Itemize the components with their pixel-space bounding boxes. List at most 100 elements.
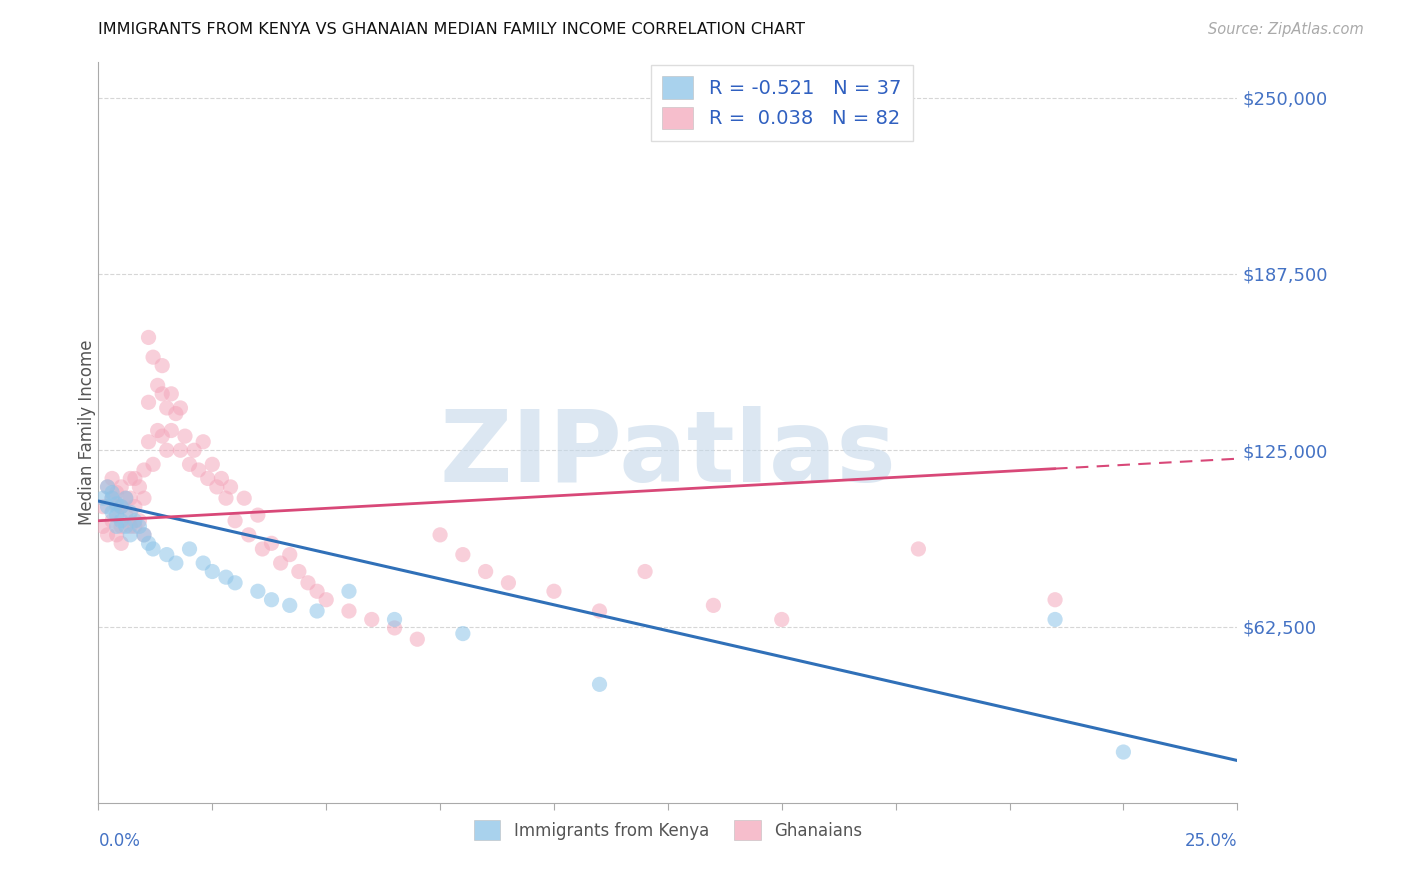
- Point: [201, 458, 224, 472]
- Point: [120, 528, 142, 542]
- Point: [110, 514, 132, 528]
- Point: [179, 541, 201, 556]
- Point: [124, 519, 146, 533]
- Point: [150, 387, 173, 401]
- Point: [307, 604, 329, 618]
- Point: [110, 500, 132, 514]
- Point: [114, 508, 136, 522]
- Text: ZIPatlas: ZIPatlas: [440, 407, 896, 503]
- Point: [105, 508, 128, 522]
- Point: [201, 565, 224, 579]
- Point: [588, 677, 610, 691]
- Point: [238, 528, 260, 542]
- Point: [337, 584, 360, 599]
- Point: [105, 528, 128, 542]
- Text: 0.0%: 0.0%: [98, 832, 141, 850]
- Point: [246, 584, 269, 599]
- Point: [138, 330, 160, 344]
- Point: [498, 575, 520, 590]
- Point: [634, 565, 657, 579]
- Point: [224, 575, 246, 590]
- Point: [138, 395, 160, 409]
- Point: [150, 429, 173, 443]
- Point: [101, 491, 124, 506]
- Point: [270, 556, 292, 570]
- Point: [132, 491, 155, 506]
- Point: [110, 500, 132, 514]
- Point: [160, 387, 183, 401]
- Point: [169, 401, 191, 415]
- Point: [297, 575, 319, 590]
- Point: [288, 565, 311, 579]
- Point: [146, 424, 169, 438]
- Point: [260, 592, 283, 607]
- Point: [160, 424, 183, 438]
- Point: [101, 485, 124, 500]
- Point: [132, 528, 155, 542]
- Point: [91, 519, 114, 533]
- Point: [132, 528, 155, 542]
- Point: [197, 471, 219, 485]
- Point: [146, 378, 169, 392]
- Point: [142, 350, 165, 364]
- Point: [105, 519, 128, 533]
- Point: [114, 491, 136, 506]
- Point: [165, 407, 187, 421]
- Point: [124, 500, 146, 514]
- Point: [183, 443, 205, 458]
- Point: [451, 548, 474, 562]
- Point: [215, 570, 238, 584]
- Point: [278, 599, 301, 613]
- Point: [96, 480, 118, 494]
- Point: [120, 519, 142, 533]
- Point: [96, 528, 118, 542]
- Point: [120, 491, 142, 506]
- Point: [224, 514, 246, 528]
- Point: [156, 401, 179, 415]
- Text: Source: ZipAtlas.com: Source: ZipAtlas.com: [1208, 22, 1364, 37]
- Text: 25.0%: 25.0%: [1185, 832, 1237, 850]
- Point: [360, 612, 382, 626]
- Point: [429, 528, 451, 542]
- Legend: Immigrants from Kenya, Ghanaians: Immigrants from Kenya, Ghanaians: [467, 814, 869, 847]
- Point: [205, 480, 228, 494]
- Point: [278, 548, 301, 562]
- Point: [150, 359, 173, 373]
- Point: [132, 463, 155, 477]
- Point: [120, 471, 142, 485]
- Point: [1043, 612, 1066, 626]
- Point: [315, 592, 337, 607]
- Point: [124, 471, 146, 485]
- Y-axis label: Median Family Income: Median Family Income: [79, 340, 96, 525]
- Point: [156, 443, 179, 458]
- Text: IMMIGRANTS FROM KENYA VS GHANAIAN MEDIAN FAMILY INCOME CORRELATION CHART: IMMIGRANTS FROM KENYA VS GHANAIAN MEDIAN…: [98, 22, 806, 37]
- Point: [142, 541, 165, 556]
- Point: [193, 434, 215, 449]
- Point: [101, 505, 124, 519]
- Point: [451, 626, 474, 640]
- Point: [142, 458, 165, 472]
- Point: [588, 604, 610, 618]
- Point: [120, 505, 142, 519]
- Point: [233, 491, 256, 506]
- Point: [406, 632, 429, 647]
- Point: [110, 536, 132, 550]
- Point: [101, 491, 124, 506]
- Point: [252, 541, 274, 556]
- Point: [138, 536, 160, 550]
- Point: [105, 485, 128, 500]
- Point: [110, 480, 132, 494]
- Point: [138, 434, 160, 449]
- Point: [770, 612, 793, 626]
- Point: [187, 463, 209, 477]
- Point: [215, 491, 238, 506]
- Point: [169, 443, 191, 458]
- Point: [105, 500, 128, 514]
- Point: [219, 480, 242, 494]
- Point: [702, 599, 724, 613]
- Point: [124, 514, 146, 528]
- Point: [101, 514, 124, 528]
- Point: [307, 584, 329, 599]
- Point: [156, 548, 179, 562]
- Point: [114, 491, 136, 506]
